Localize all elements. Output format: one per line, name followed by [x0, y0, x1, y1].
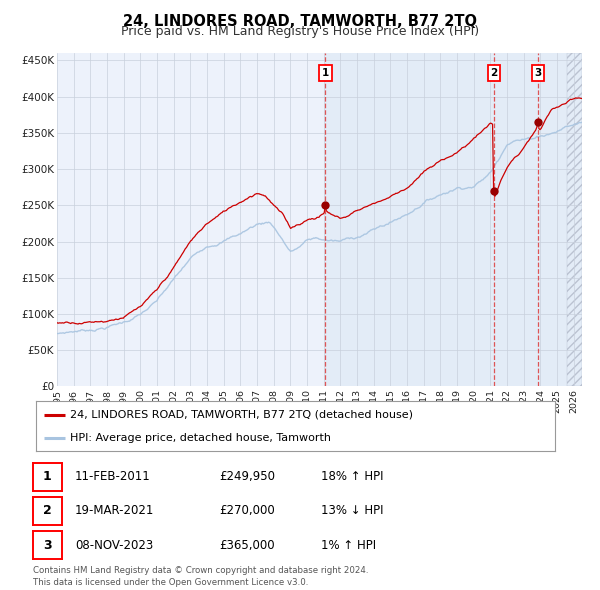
Text: HPI: Average price, detached house, Tamworth: HPI: Average price, detached house, Tamw…: [70, 433, 331, 443]
Text: 2: 2: [43, 504, 52, 517]
Text: 11-FEB-2011: 11-FEB-2011: [75, 470, 151, 483]
Text: £249,950: £249,950: [219, 470, 275, 483]
Text: 3: 3: [534, 68, 541, 78]
Text: 2: 2: [490, 68, 497, 78]
Text: 1: 1: [322, 68, 329, 78]
Text: 08-NOV-2023: 08-NOV-2023: [75, 539, 153, 552]
Text: £365,000: £365,000: [219, 539, 275, 552]
Text: 24, LINDORES ROAD, TAMWORTH, B77 2TQ (detached house): 24, LINDORES ROAD, TAMWORTH, B77 2TQ (de…: [70, 409, 413, 419]
Text: 18% ↑ HPI: 18% ↑ HPI: [321, 470, 383, 483]
Text: 13% ↓ HPI: 13% ↓ HPI: [321, 504, 383, 517]
Text: 1% ↑ HPI: 1% ↑ HPI: [321, 539, 376, 552]
Bar: [567, 53, 582, 386]
Text: 24, LINDORES ROAD, TAMWORTH, B77 2TQ: 24, LINDORES ROAD, TAMWORTH, B77 2TQ: [123, 14, 477, 29]
Text: £270,000: £270,000: [219, 504, 275, 517]
Bar: [325, 53, 582, 386]
Text: 19-MAR-2021: 19-MAR-2021: [75, 504, 154, 517]
Text: Contains HM Land Registry data © Crown copyright and database right 2024.
This d: Contains HM Land Registry data © Crown c…: [33, 566, 368, 587]
Text: 1: 1: [43, 470, 52, 483]
Text: Price paid vs. HM Land Registry's House Price Index (HPI): Price paid vs. HM Land Registry's House …: [121, 25, 479, 38]
Text: 3: 3: [43, 539, 52, 552]
